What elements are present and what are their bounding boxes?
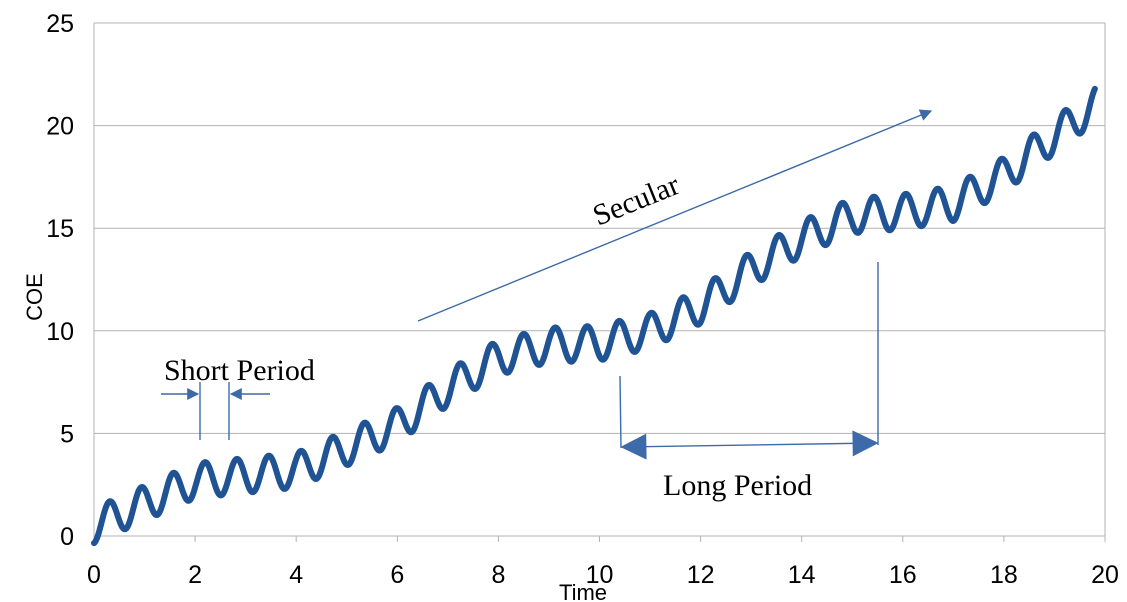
- x-tick-label: 18: [990, 561, 1018, 589]
- y-tick-label: 10: [46, 318, 74, 346]
- x-tick-label: 2: [188, 561, 202, 589]
- y-tick-label: 15: [46, 215, 74, 243]
- long-period-label: Long Period: [663, 469, 812, 502]
- gridlines: [94, 22, 1105, 537]
- x-tick-label: 12: [687, 561, 715, 589]
- secular-label: Secular: [588, 168, 684, 232]
- long-period-left-marker: [619, 375, 622, 449]
- y-tick-label: 0: [60, 523, 74, 551]
- x-tick-label: 16: [889, 561, 917, 589]
- x-axis-title: Time: [559, 580, 607, 602]
- x-tick-label: 10: [586, 561, 614, 589]
- axes: [93, 23, 1106, 542]
- long-period-annotation: Long Period: [619, 262, 879, 502]
- y-tick-label: 5: [60, 420, 74, 448]
- series-line: [91, 85, 1098, 547]
- y-tick-label: 25: [46, 10, 74, 38]
- x-tick-label: 14: [788, 561, 816, 589]
- x-tick-label: 6: [390, 561, 404, 589]
- long-period-arrow: [620, 430, 879, 460]
- secular-annotation: Secular: [417, 109, 933, 322]
- x-tick-label: 20: [1091, 561, 1119, 589]
- y-tick-label: 20: [46, 113, 74, 141]
- short-period-label: Short Period: [164, 354, 315, 387]
- x-tick-label: 0: [87, 561, 101, 589]
- y-axis-title: COE: [22, 273, 47, 321]
- short-period-annotation: Short Period: [161, 354, 315, 440]
- secular-arrow: [417, 109, 933, 322]
- x-tick-label: 4: [289, 561, 303, 589]
- x-tick-label: 8: [491, 561, 505, 589]
- tick-labels: 0 5 10 15 20 25 0 2 4 6 8 10 12 14 16 18 20: [46, 10, 1119, 589]
